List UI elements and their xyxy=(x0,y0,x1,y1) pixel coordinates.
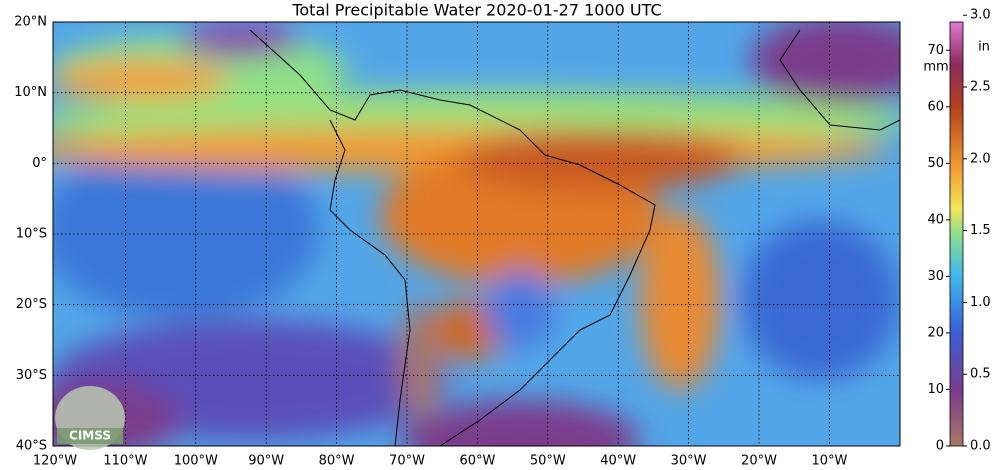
in-tick-label: 2.5 xyxy=(970,80,991,95)
lon-label: 80°W xyxy=(319,454,355,469)
in-tick-label: 0.5 xyxy=(970,367,991,382)
lat-label: 10°S xyxy=(16,227,47,242)
lon-label: 120°W xyxy=(33,454,77,469)
in-tick-label: 1.0 xyxy=(970,295,991,310)
title: Total Precipitable Water 2020-01-27 1000… xyxy=(291,1,661,20)
in-tick-label: 3.0 xyxy=(970,8,991,23)
in-tick-label: 2.0 xyxy=(970,151,991,166)
lat-label: 20°N xyxy=(14,15,47,30)
mm-tick-label: 0 xyxy=(936,439,944,454)
lon-label: 90°W xyxy=(248,454,284,469)
logo-text: CIMSS xyxy=(69,429,111,443)
in-tick-label: 0.0 xyxy=(970,439,991,454)
mm-label: mm xyxy=(923,60,948,75)
in-label: in xyxy=(978,40,990,55)
lon-label: 50°W xyxy=(530,454,566,469)
lat-label: 10°N xyxy=(14,85,47,100)
colorbar xyxy=(949,21,964,447)
mm-tick-label: 30 xyxy=(927,269,944,284)
mm-tick-label: 40 xyxy=(927,212,944,227)
lon-label: 20°W xyxy=(741,454,777,469)
mm-tick-label: 20 xyxy=(927,325,944,340)
lon-label: 110°W xyxy=(103,454,147,469)
cimss-logo: CIMSS xyxy=(55,386,125,450)
tpw-imagery xyxy=(53,22,900,446)
in-tick-label: 1.5 xyxy=(970,223,991,238)
lat-label: 0° xyxy=(32,156,47,171)
mm-tick-label: 50 xyxy=(927,156,944,171)
lon-label: 100°W xyxy=(174,454,218,469)
lon-label: 70°W xyxy=(389,454,425,469)
lon-label: 60°W xyxy=(459,454,495,469)
lat-label: 20°S xyxy=(16,297,47,312)
mm-tick-label: 60 xyxy=(927,99,944,114)
lat-label: 30°S xyxy=(16,368,47,383)
lon-label: 40°W xyxy=(600,454,636,469)
lon-label: 30°W xyxy=(671,454,707,469)
lon-label: 10°W xyxy=(811,454,847,469)
mm-tick-label: 10 xyxy=(927,382,944,397)
lat-label: 40°S xyxy=(16,439,47,454)
coastlines xyxy=(249,29,900,446)
mm-tick-label: 70 xyxy=(927,43,944,58)
